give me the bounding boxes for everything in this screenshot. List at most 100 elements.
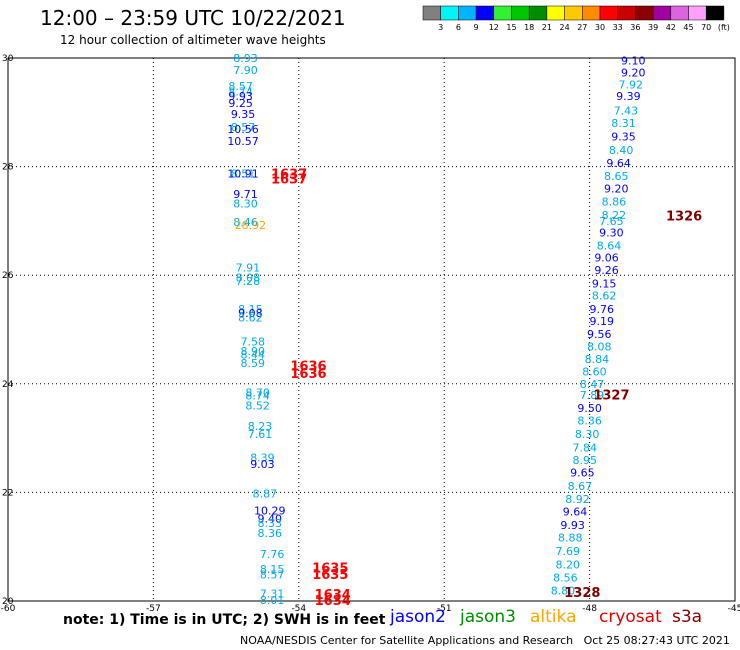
colorbar-swatch bbox=[617, 5, 636, 21]
colorbar-tick-label: 39 bbox=[648, 23, 658, 32]
legend-cryosat: cryosat bbox=[599, 607, 662, 627]
colorbar-swatch bbox=[564, 5, 583, 21]
wave-height-label: 9.39 bbox=[616, 90, 641, 103]
colorbar-swatch bbox=[440, 5, 459, 21]
wave-height-label: 9.76 bbox=[589, 303, 614, 316]
colorbar-tick-label: 30 bbox=[595, 23, 605, 32]
wave-height-label: 8.93 bbox=[233, 52, 258, 65]
wave-height-label: 8.47 bbox=[580, 378, 605, 391]
footer-credit: NOAA/NESDIS Center for Satellite Applica… bbox=[240, 634, 730, 647]
wave-height-label: 8.31 bbox=[611, 117, 636, 130]
pass-time-label: 1634 bbox=[315, 588, 351, 603]
colorbar-tick-label: 12 bbox=[489, 23, 499, 32]
wave-height-label: 8.88 bbox=[558, 531, 583, 544]
colorbar-tick-label: 33 bbox=[613, 23, 623, 32]
colorbar-swatch bbox=[528, 5, 548, 21]
wave-height-label: 9.03 bbox=[250, 458, 275, 471]
colorbar-tick-label: 21 bbox=[542, 23, 552, 32]
wave-height-label: 9.35 bbox=[231, 108, 256, 121]
wave-height-label: 8.62 bbox=[592, 289, 617, 302]
wave-height-label: 10.91 bbox=[227, 168, 259, 181]
wave-height-label: 7.76 bbox=[260, 548, 285, 561]
credit-text: NOAA/NESDIS Center for Satellite Applica… bbox=[240, 634, 574, 647]
wave-height-label: 9.26 bbox=[594, 264, 619, 277]
wave-height-label: 8.30 bbox=[233, 198, 258, 211]
wave-height-label: 9.15 bbox=[592, 277, 617, 290]
pass-time-label: 1326 bbox=[666, 209, 702, 224]
legend-altika: altika bbox=[530, 607, 577, 627]
colorbar-tick-label: (ft) bbox=[718, 23, 730, 32]
colorbar-tick-label: 24 bbox=[560, 23, 570, 32]
colorbar-swatch bbox=[493, 5, 512, 21]
wave-height-label: 7.89 bbox=[580, 389, 605, 402]
wave-height-label: 8.59 bbox=[241, 357, 266, 370]
chart-title: 12:00 – 23:59 UTC 10/22/2021 bbox=[40, 6, 346, 30]
colorbar-tick-label: 15 bbox=[506, 23, 516, 32]
colorbar-swatch bbox=[475, 5, 495, 21]
wave-height-label: 10.57 bbox=[227, 135, 259, 148]
wave-height-label: 8.08 bbox=[587, 340, 612, 353]
pass-time-label: 1636 bbox=[290, 367, 326, 382]
wave-height-label: 8.90 bbox=[241, 345, 266, 358]
pass-time-label: 1635 bbox=[312, 561, 348, 576]
colorbar-tick-label: 45 bbox=[683, 23, 693, 32]
colorbar-tick-label: 27 bbox=[577, 23, 587, 32]
wave-height-label: 8.20 bbox=[556, 559, 581, 572]
colorbar-swatch bbox=[635, 5, 654, 21]
wave-height-label: 8.30 bbox=[575, 428, 600, 441]
plot-frame bbox=[7, 57, 736, 602]
wave-height-label: 9.25 bbox=[228, 97, 253, 110]
colorbar-tick-label: 36 bbox=[630, 23, 640, 32]
colorbar-swatch bbox=[670, 5, 689, 21]
wave-height-label: 9.93 bbox=[560, 519, 585, 532]
wave-height-label: 10.56 bbox=[227, 123, 259, 136]
colorbar-tick-label: 18 bbox=[524, 23, 534, 32]
wave-height-label: 8.67 bbox=[568, 480, 593, 493]
wave-height-label: 8.65 bbox=[604, 170, 629, 183]
chart-subtitle: 12 hour collection of altimeter wave hei… bbox=[60, 33, 326, 47]
wave-height-label: 8.39 bbox=[250, 452, 275, 465]
wave-height-label: 8.36 bbox=[257, 527, 282, 540]
pass-time-label: 1327 bbox=[593, 389, 629, 404]
x-tick-label: -51 bbox=[437, 604, 452, 614]
wave-height-label: 8.74 bbox=[245, 390, 270, 403]
colorbar-swatch bbox=[458, 5, 477, 21]
colorbar-swatch bbox=[546, 5, 565, 21]
wave-height-label: 8.52 bbox=[245, 400, 270, 413]
wave-height-label: 8.51 bbox=[231, 168, 256, 181]
wave-height-label: 7.61 bbox=[248, 428, 273, 441]
wave-height-label: 8.80 bbox=[551, 585, 576, 598]
wave-height-label: 8.64 bbox=[597, 239, 622, 252]
y-tick-label: 20 bbox=[2, 597, 14, 607]
wave-height-label: 9.65 bbox=[570, 466, 595, 479]
colorbar-swatch bbox=[511, 5, 530, 21]
wave-height-label: 9.20 bbox=[604, 182, 629, 195]
x-tick-label: -54 bbox=[291, 604, 306, 614]
wave-height-label: 9.71 bbox=[233, 188, 258, 201]
colorbar-swatch bbox=[652, 5, 672, 21]
wave-height-label: 8.95 bbox=[573, 454, 598, 467]
x-tick-label: -60 bbox=[1, 604, 16, 614]
wave-height-label: 8.84 bbox=[585, 353, 610, 366]
wave-height-label: 8.40 bbox=[609, 144, 634, 157]
wave-height-label: 9.10 bbox=[621, 55, 646, 68]
wave-height-label: 9.93 bbox=[228, 90, 253, 103]
colorbar-swatch bbox=[599, 5, 618, 21]
pass-time-label: 1637 bbox=[271, 168, 307, 183]
y-tick-label: 30 bbox=[2, 54, 14, 64]
wave-height-label: 9.40 bbox=[257, 512, 282, 525]
wave-height-label: 7.69 bbox=[556, 545, 581, 558]
wave-height-label: 8.87 bbox=[253, 487, 278, 500]
wave-height-label: 9.56 bbox=[587, 328, 612, 341]
wave-height-label: 8.60 bbox=[582, 365, 607, 378]
colorbar-swatch bbox=[582, 5, 601, 21]
pass-time-label: 1328 bbox=[564, 586, 600, 601]
y-tick-label: 24 bbox=[2, 380, 14, 390]
wave-height-label: 8.33 bbox=[257, 517, 282, 530]
wave-height-label: 8.62 bbox=[238, 312, 263, 325]
wave-height-label: 9.06 bbox=[594, 251, 619, 264]
wave-height-label: 7.91 bbox=[236, 262, 261, 275]
colorbar-tick-label: 3 bbox=[438, 23, 443, 32]
wave-height-label: 8.01 bbox=[260, 594, 285, 607]
